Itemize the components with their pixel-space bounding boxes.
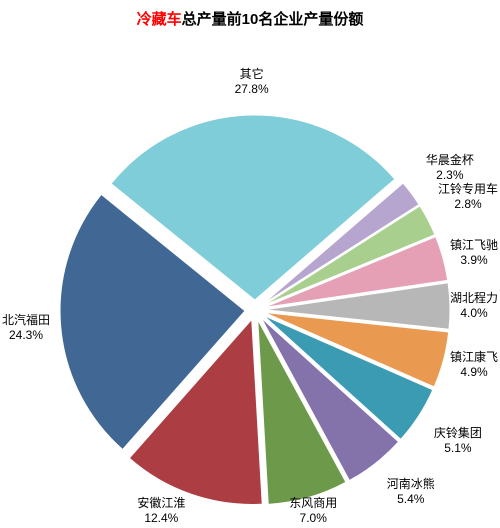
pie-svg: [0, 0, 500, 528]
pie-chart-container: 冷藏车总产量前10名企业产量份额 其它27.8%华晨金杯2.3%江铃专用车2.8…: [0, 0, 500, 528]
